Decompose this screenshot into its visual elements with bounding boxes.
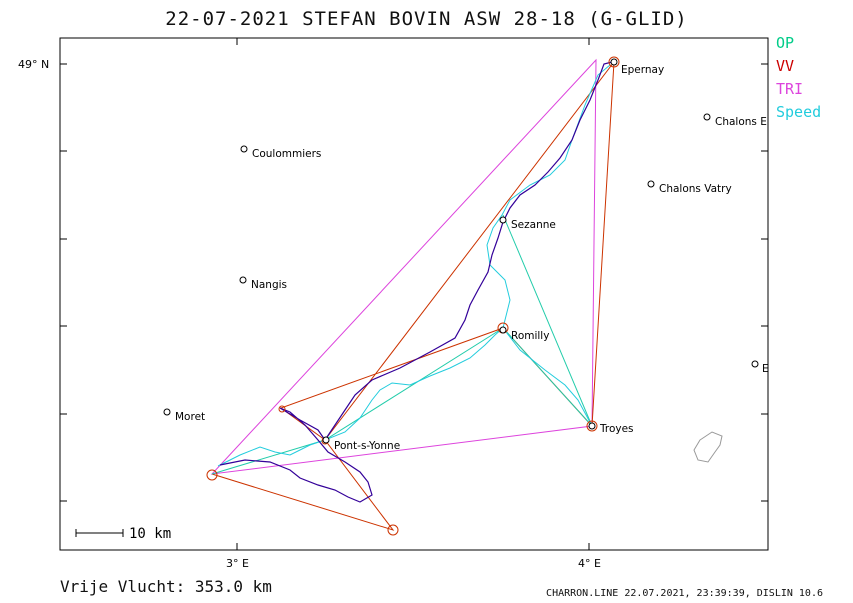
speed-track [217,64,611,467]
turnpoints [206,56,620,536]
legend-op: OP [776,34,795,52]
lake-outline [693,431,723,463]
town-label-chalons-vatry: Chalons Vatry [659,183,732,195]
town-markers [163,58,759,444]
legend-tri: TRI [776,80,804,98]
town-label-e: E [762,363,769,375]
legend-vv: VV [776,57,795,75]
footer-info: CHARRON.LINE 22.07.2021, 23:39:39, DISLI… [546,588,823,599]
town-label-coulommiers: Coulommiers [252,148,321,160]
op-route-2 [502,214,593,427]
lat-ticks [60,38,768,550]
flight-track [219,61,613,503]
town-label-romilly: Romilly [511,330,549,342]
town-label-sezanne: Sezanne [511,219,556,231]
town-label-moret: Moret [175,411,205,423]
lon-label-3e: 3° E [226,557,249,570]
town-label-troyes: Troyes [599,423,634,435]
town-label-epernay: Epernay [621,64,664,76]
map-frame [59,37,769,551]
tri-route [210,58,597,475]
town-label-chalons-e: Chalons E [715,116,767,128]
town-label-pont-s-yonne: Pont-s-Yonne [334,440,400,452]
speed-track-2 [502,327,593,427]
vv-route [211,60,615,531]
town-label-nangis: Nangis [251,279,287,291]
lon-label-4e: 4° E [578,557,601,570]
distance-label: Vrije Vlucht: 353.0 km [60,577,272,596]
legend-speed: Speed [776,103,822,121]
scale-label: 10 km [129,526,171,542]
lat-label: 49° N [18,58,49,71]
scale-bar [75,529,124,537]
map-title: 22-07-2021 STEFAN BOVIN ASW 28-18 (G-GLI… [165,8,688,30]
op-route [211,327,593,475]
